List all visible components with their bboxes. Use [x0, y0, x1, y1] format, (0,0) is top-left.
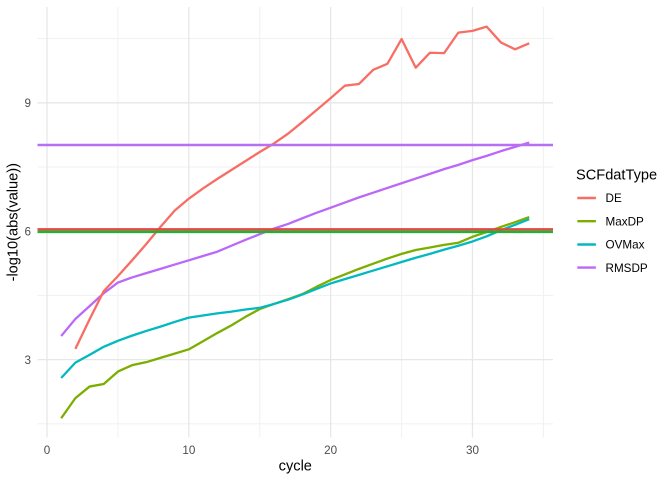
svg-text:20: 20 [324, 444, 338, 457]
svg-text:-log10(abs(value)): -log10(abs(value)) [6, 163, 22, 281]
svg-text:10: 10 [182, 444, 196, 457]
svg-text:9: 9 [24, 97, 31, 110]
svg-text:DE: DE [606, 192, 622, 205]
svg-text:SCFdatType: SCFdatType [576, 167, 657, 183]
svg-text:OVMax: OVMax [606, 239, 645, 252]
svg-text:cycle: cycle [279, 458, 312, 474]
svg-text:30: 30 [466, 444, 480, 457]
svg-text:MaxDP: MaxDP [606, 215, 645, 228]
svg-text:RMSDP: RMSDP [606, 262, 648, 275]
svg-text:6: 6 [24, 225, 31, 238]
svg-text:3: 3 [24, 354, 31, 367]
svg-text:0: 0 [44, 444, 51, 457]
